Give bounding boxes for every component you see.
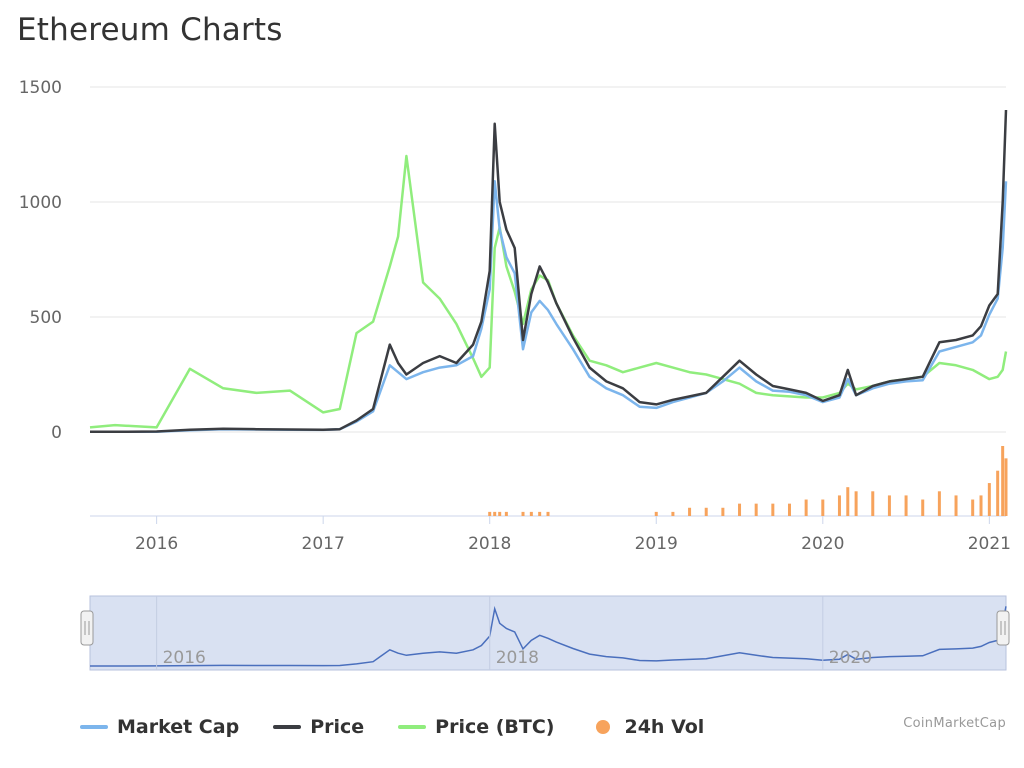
volume-bar [738, 503, 742, 516]
navigator-series [90, 605, 1007, 667]
volume-bar [754, 503, 758, 516]
volume-bar [498, 511, 502, 516]
x-axis: 2016 2017 2018 2019 2020 2021 [135, 516, 1011, 554]
legend-label: Market Cap [117, 716, 240, 738]
volume-bar [871, 491, 875, 516]
x-tick-label: 2020 [801, 534, 844, 554]
volume-bars [488, 446, 1008, 516]
volume-bar [546, 511, 550, 516]
volume-bar [654, 511, 658, 516]
volume-bar [787, 503, 791, 516]
volume-bar [837, 495, 841, 516]
volume-bar [971, 499, 975, 516]
series-line-price-btc-[interactable] [89, 154, 1008, 429]
volume-bar [771, 503, 775, 516]
volume-bar [987, 483, 991, 516]
legend-item-market-cap[interactable]: Market Cap [80, 716, 239, 738]
volume-bar [887, 495, 891, 516]
volume-bar [488, 511, 492, 516]
series-line-price[interactable] [90, 109, 1008, 434]
navigator-right-handle[interactable] [996, 610, 1010, 646]
volume-bar [1001, 446, 1005, 516]
volume-bar [529, 511, 533, 516]
legend-label: Price (BTC) [435, 716, 555, 738]
volume-bar [846, 487, 850, 516]
navigator-label: 2020 [829, 648, 872, 668]
y-tick-label: 1000 [19, 193, 62, 213]
legend-label: Price [310, 716, 365, 738]
volume-bar [538, 511, 542, 516]
navigator-label: 2016 [163, 648, 206, 668]
x-tick-label: 2018 [468, 534, 511, 554]
volume-bar [804, 499, 808, 516]
legend-item-24h-vol[interactable]: 24h Vol [588, 716, 704, 738]
volume-bar [721, 507, 725, 516]
volume-bar [904, 495, 908, 516]
legend-marker [596, 720, 611, 734]
x-tick-label: 2016 [135, 534, 178, 554]
navigator-label: 2018 [496, 648, 539, 668]
credit-link[interactable]: CoinMarketCap [903, 716, 1006, 731]
page-title: Ethereum Charts [17, 12, 283, 48]
navigator-left-handle[interactable] [80, 610, 94, 646]
volume-bar [921, 499, 925, 516]
y-axis: 0 500 1000 1500 [19, 78, 62, 443]
volume-bar [996, 470, 1000, 516]
volume-bar [979, 495, 983, 516]
volume-bar [954, 495, 958, 516]
grid-lines [90, 86, 1006, 517]
legend-item-price-btc[interactable]: Price (BTC) [398, 716, 554, 738]
series-line-market-cap[interactable] [90, 180, 1008, 434]
legend-marker [273, 725, 302, 729]
volume-bar [504, 511, 508, 516]
x-tick-label: 2019 [635, 534, 678, 554]
navigator[interactable]: 2016 2018 2020 [80, 595, 1010, 671]
legend-marker [398, 725, 427, 729]
volume-bar [937, 491, 941, 516]
volume-bar [688, 507, 692, 516]
volume-bar [821, 499, 825, 516]
volume-bar [1004, 458, 1008, 516]
volume-bar [704, 507, 708, 516]
y-tick-label: 0 [51, 423, 62, 443]
x-tick-label: 2021 [968, 534, 1011, 554]
y-tick-label: 1500 [19, 78, 62, 98]
legend-item-price[interactable]: Price [273, 716, 364, 738]
legend: Market Cap Price Price (BTC) 24h Vol [80, 712, 738, 742]
volume-bar [671, 511, 675, 516]
volume-bar [493, 511, 497, 516]
legend-label: 24h Vol [624, 716, 705, 738]
legend-marker [80, 725, 108, 729]
series-lines [89, 109, 1008, 434]
y-tick-label: 500 [30, 308, 62, 328]
x-tick-label: 2017 [302, 534, 345, 554]
volume-bar [854, 491, 858, 516]
volume-bar [521, 511, 525, 516]
